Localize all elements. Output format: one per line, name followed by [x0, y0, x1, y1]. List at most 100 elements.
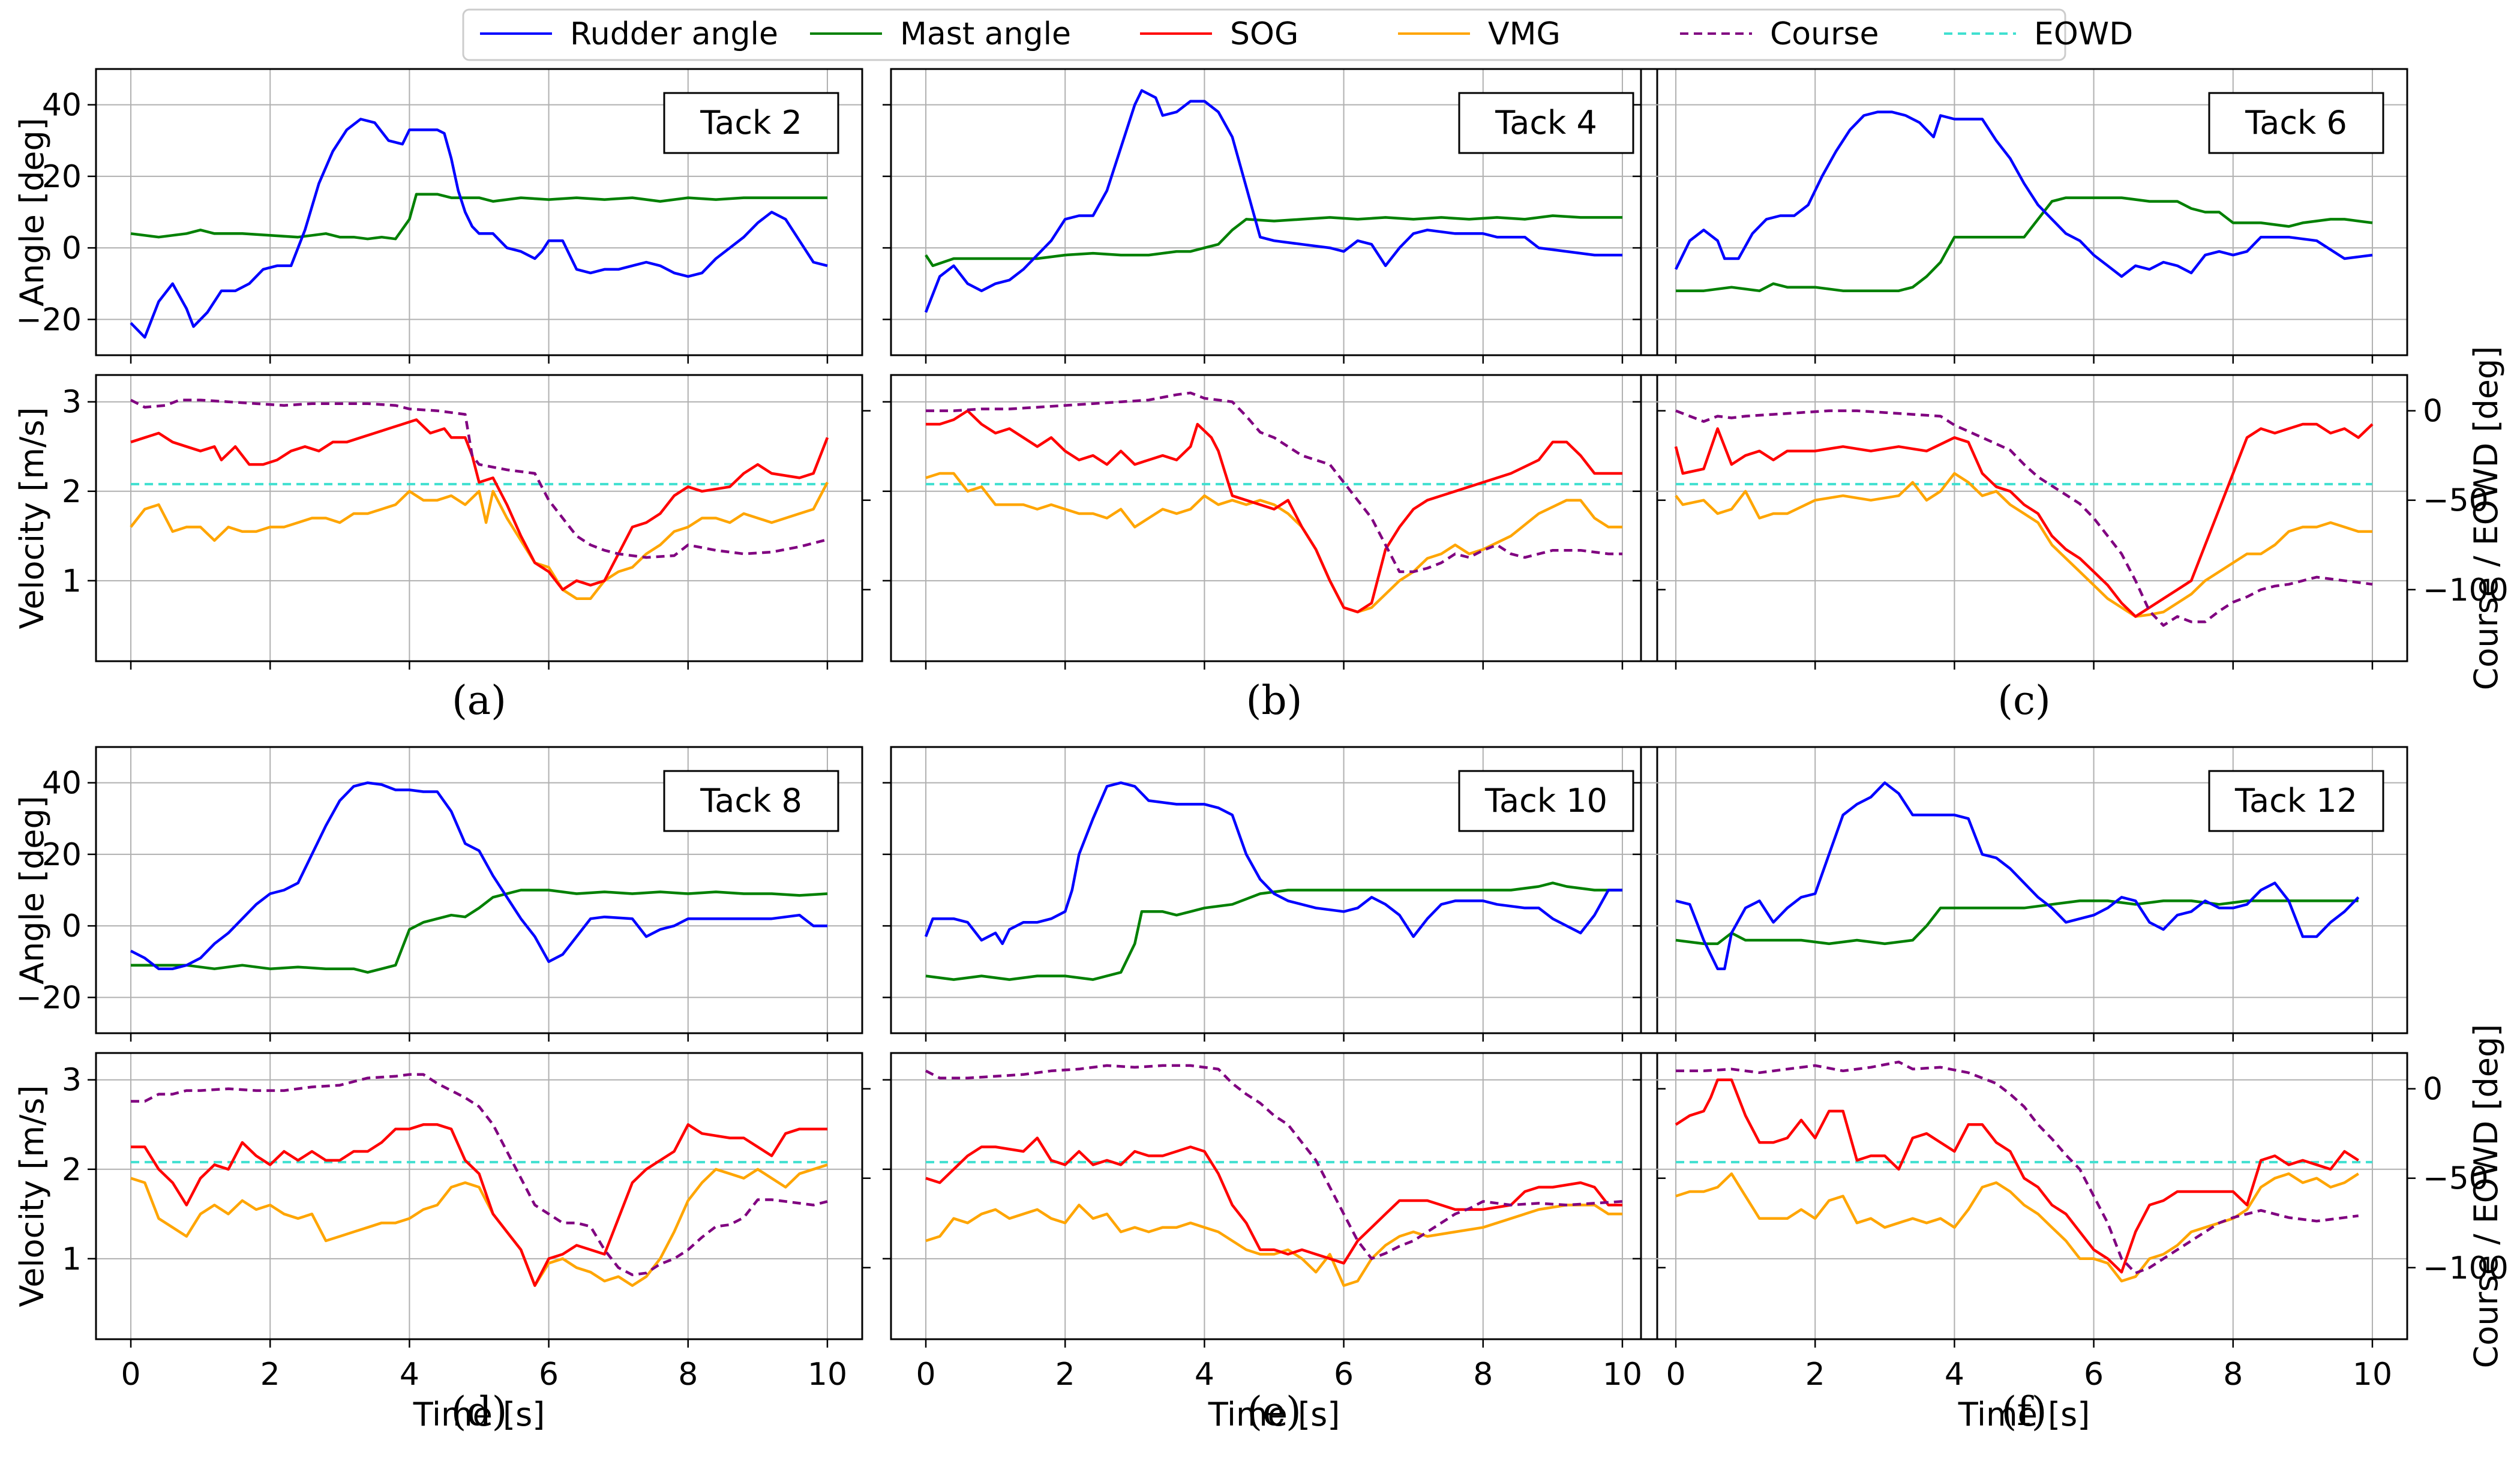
- tack-label-box: [1458, 770, 1634, 832]
- tack-label: Tack 6: [2245, 104, 2347, 142]
- legend-frame: [462, 8, 2066, 61]
- course-tick-label: 0: [2423, 1072, 2443, 1108]
- course-line: [130, 398, 828, 559]
- course-line: [925, 1064, 1623, 1261]
- panel-caption: (c): [1997, 677, 2050, 724]
- panel-b: Tack 4 (b): [883, 68, 1666, 724]
- velocity-tick-label: 1: [62, 563, 82, 599]
- panel-caption: (b): [1246, 677, 1303, 724]
- vmg-line: [925, 1204, 1622, 1287]
- tack-label: Tack 2: [700, 104, 802, 142]
- sog-line: [130, 418, 829, 592]
- angle-ylabel: Angle [deg]: [13, 118, 51, 307]
- angle-axes: −20 0 20 40 Tack 8: [16, 746, 863, 1042]
- time-tick-label: 4: [1945, 1357, 1964, 1393]
- course-line: [131, 1073, 828, 1276]
- rudder-angle-line: [1674, 110, 2373, 278]
- panel-caption: (a): [452, 677, 506, 724]
- sog-line: [925, 1136, 1622, 1265]
- mast-angle-line: [925, 881, 1622, 981]
- course-line: [926, 391, 1622, 574]
- course-tick-label: −100: [2423, 1250, 2509, 1286]
- vmg-line: [1675, 1172, 2359, 1283]
- velocity-ylabel: Velocity [m/s]: [13, 407, 51, 629]
- time-tick-label: 6: [1334, 1357, 1354, 1393]
- rudder-angle-line: [130, 781, 827, 970]
- angle-axes: Tack 6: [1633, 68, 2408, 364]
- rudder-angle-line: [130, 118, 828, 339]
- legend-course-label: Course: [1770, 16, 1879, 52]
- time-xlabel: Time [s]: [1958, 1396, 2090, 1433]
- tack-label-box: [1458, 92, 1634, 154]
- time-tick-label: 2: [1055, 1357, 1075, 1393]
- legend: Rudder angle Mast angle SOG VMG Course EOWD: [462, 8, 2133, 61]
- angle-axes-frame: [1640, 68, 2408, 356]
- sog-line: [131, 1123, 827, 1287]
- velocity-axes: 0 2 4 6 8 10: [883, 1052, 1666, 1393]
- time-tick-label: 0: [1666, 1357, 1685, 1393]
- velocity-tick-label: 3: [62, 385, 82, 421]
- time-tick-label: 4: [400, 1357, 419, 1393]
- legend-vmg-label: VMG: [1488, 16, 1561, 52]
- angle-ylabel: Angle [deg]: [13, 796, 51, 985]
- tack-label-box: [2208, 770, 2384, 832]
- tack-label-box: [2208, 92, 2384, 154]
- angle-axes: Tack 4: [883, 68, 1658, 364]
- sog-line: [1674, 422, 2374, 618]
- course-tick-label: −50: [2423, 483, 2489, 519]
- time-tick-label: 6: [539, 1357, 559, 1393]
- mast-angle-line: [131, 889, 828, 974]
- velocity-tick-label: 3: [62, 1063, 82, 1099]
- vmg-line: [130, 1163, 828, 1287]
- sog-line: [926, 409, 1622, 614]
- time-tick-label: 10: [808, 1357, 847, 1393]
- velocity-axes-frame: [1640, 374, 2408, 662]
- angle-tick-label: −20: [16, 980, 82, 1016]
- angle-tick-label: 40: [42, 766, 82, 802]
- velocity-axes: 0 −50 −100: [1633, 374, 2509, 670]
- time-tick-label: 2: [1805, 1357, 1825, 1393]
- tack-label-box: [663, 770, 839, 832]
- velocity-axes-frame: [890, 1052, 1658, 1340]
- panel-e: Tack 10 0 2 4 6 8 10 Time [s](e): [883, 746, 1666, 1435]
- tack-label: Tack 12: [2234, 782, 2357, 820]
- velocity-axes-frame: [890, 374, 1658, 662]
- rudder-angle-line: [924, 781, 1622, 946]
- time-tick-label: 6: [2084, 1357, 2104, 1393]
- panel-a: −20 0 20 40 Tack 2 1 2 3 Angle [deg] Velocity [m/…: [13, 68, 871, 724]
- tack-label: Tack 4: [1495, 104, 1597, 142]
- vmg-line: [925, 472, 1622, 614]
- tack-label: Tack 10: [1484, 782, 1607, 820]
- course-tick-label: 0: [2423, 394, 2443, 430]
- vmg-line: [1675, 472, 2372, 618]
- time-tick-label: 0: [121, 1357, 140, 1393]
- time-tick-label: 8: [1473, 1357, 1493, 1393]
- tack-label: Tack 8: [700, 782, 802, 820]
- legend-eowd-label: EOWD: [2034, 16, 2133, 52]
- angle-axes-frame: [1640, 746, 2408, 1034]
- time-tick-label: 0: [916, 1357, 935, 1393]
- legend-mast-label: Mast angle: [900, 16, 1071, 52]
- velocity-axes-frame: [95, 374, 863, 662]
- mast-angle-line: [130, 193, 827, 241]
- time-xlabel: Time [s]: [413, 1396, 545, 1433]
- velocity-ylabel: Velocity [m/s]: [13, 1085, 51, 1307]
- rudder-angle-line: [1675, 781, 2360, 970]
- angle-tick-label: 40: [42, 88, 82, 124]
- time-tick-label: 10: [1603, 1357, 1642, 1393]
- course-tick-label: −50: [2423, 1161, 2489, 1197]
- time-tick-label: 2: [260, 1357, 280, 1393]
- time-tick-label: 8: [2223, 1357, 2243, 1393]
- velocity-axes: 1 2 3: [62, 374, 871, 670]
- panel-caption: (d): [451, 1388, 508, 1435]
- mast-angle-line: [925, 214, 1622, 268]
- mast-angle-line: [1676, 196, 2373, 292]
- panel-caption: (e): [1247, 1388, 1301, 1435]
- course-ylabel: Course / EOWD [deg]: [2467, 1024, 2505, 1369]
- course-line: [1675, 409, 2373, 627]
